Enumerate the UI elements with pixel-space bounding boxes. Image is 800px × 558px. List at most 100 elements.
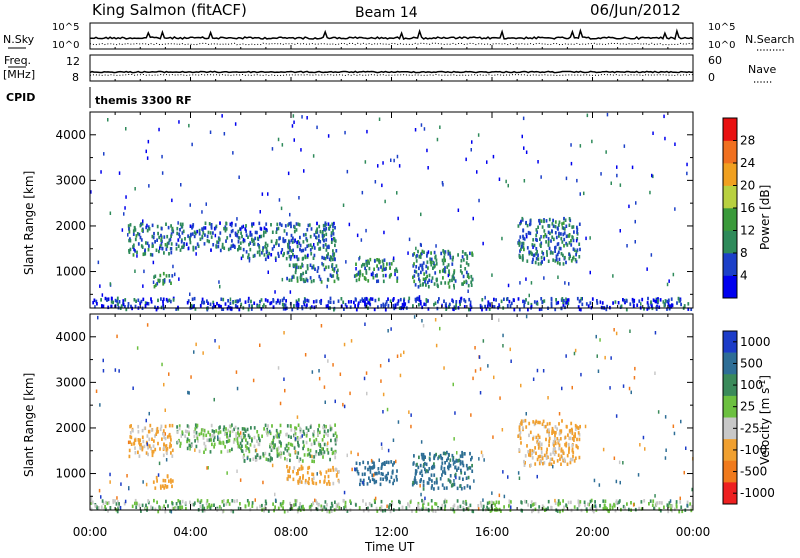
echo-cell bbox=[138, 438, 141, 442]
echo-cell bbox=[413, 279, 416, 284]
echo-cell bbox=[423, 272, 426, 276]
echo-cell bbox=[177, 440, 180, 444]
echo-cell bbox=[365, 228, 367, 233]
echo-cell bbox=[218, 280, 220, 284]
echo-cell bbox=[536, 230, 538, 234]
echo-cell bbox=[316, 269, 319, 273]
time-axis-ticks: 00:00 04:00 08:00 12:00 16:00 20:00 00:00 bbox=[73, 45, 710, 539]
echo-cell bbox=[239, 298, 241, 302]
echo-cell bbox=[207, 430, 210, 435]
echo-cell bbox=[130, 304, 132, 309]
echo-cell bbox=[562, 221, 565, 225]
echo-cell bbox=[391, 469, 394, 473]
echo-cell bbox=[281, 248, 284, 252]
echo-cell bbox=[172, 298, 175, 302]
echo-cell bbox=[227, 247, 230, 252]
echo-cell bbox=[373, 498, 376, 503]
echo-cell bbox=[294, 499, 297, 503]
echo-cell bbox=[367, 508, 370, 513]
echo-cell bbox=[174, 507, 177, 511]
echo-cell bbox=[187, 390, 189, 395]
echo-cell bbox=[427, 502, 430, 506]
echo-cell bbox=[258, 234, 261, 239]
colorbar-tick-label: 4 bbox=[740, 269, 748, 283]
echo-cell bbox=[427, 299, 429, 303]
echo-cell bbox=[419, 302, 422, 306]
echo-cell bbox=[547, 242, 550, 246]
echo-cell bbox=[343, 404, 346, 409]
echo-cell bbox=[447, 281, 450, 285]
echo-cell bbox=[449, 256, 452, 260]
echo-cell bbox=[307, 243, 310, 248]
echo-cell bbox=[331, 238, 333, 242]
echo-cell bbox=[576, 178, 578, 183]
echo-cell bbox=[463, 501, 466, 505]
echo-cell bbox=[547, 239, 550, 243]
echo-cell bbox=[313, 439, 315, 443]
echo-cell bbox=[381, 462, 384, 466]
echo-cell bbox=[401, 505, 404, 510]
echo-cell bbox=[498, 303, 500, 307]
echo-cell bbox=[398, 499, 400, 504]
echo-cell bbox=[316, 125, 318, 130]
echo-cell bbox=[194, 231, 197, 236]
echo-cell bbox=[434, 509, 437, 513]
echo-cell bbox=[234, 304, 237, 308]
echo-cell bbox=[528, 421, 531, 426]
echo-cell bbox=[306, 264, 309, 268]
echo-cell bbox=[433, 481, 436, 485]
echo-cell bbox=[133, 225, 136, 230]
echo-cell bbox=[461, 450, 463, 455]
echo-cell bbox=[482, 507, 484, 512]
echo-cell bbox=[462, 282, 464, 286]
echo-cell bbox=[146, 323, 149, 327]
echo-cell bbox=[105, 500, 107, 505]
echo-cell bbox=[603, 507, 606, 511]
echo-cell bbox=[221, 245, 224, 249]
echo-cell bbox=[460, 259, 463, 263]
echo-cell bbox=[327, 300, 330, 304]
echo-cell bbox=[453, 509, 456, 514]
echo-cell bbox=[380, 265, 382, 269]
echo-cell bbox=[604, 499, 607, 503]
echo-cell bbox=[558, 446, 561, 451]
echo-cell bbox=[177, 305, 179, 310]
echo-cell bbox=[388, 479, 391, 484]
echo-cell bbox=[329, 427, 332, 432]
echo-cell bbox=[309, 263, 312, 267]
echo-cell bbox=[132, 243, 135, 247]
echo-cell bbox=[130, 442, 133, 446]
echo-cell bbox=[579, 192, 581, 196]
echo-cell bbox=[334, 399, 336, 404]
echo-cell bbox=[379, 506, 381, 511]
echo-cell bbox=[294, 270, 297, 275]
echo-cell bbox=[447, 252, 450, 256]
echo-cell bbox=[333, 257, 336, 261]
echo-cell bbox=[281, 302, 284, 307]
echo-cell bbox=[564, 218, 567, 222]
echo-cell bbox=[342, 498, 345, 503]
echo-cell bbox=[322, 263, 325, 267]
echo-cell bbox=[234, 425, 237, 430]
echo-cell bbox=[254, 236, 257, 241]
echo-cell bbox=[221, 242, 224, 247]
echo-cell bbox=[294, 502, 297, 507]
echo-cell bbox=[291, 124, 294, 128]
echo-cell bbox=[247, 253, 250, 257]
echo-cell bbox=[588, 502, 590, 507]
echo-cell bbox=[258, 436, 260, 441]
echo-cell bbox=[529, 430, 532, 435]
echo-cell bbox=[306, 278, 309, 283]
echo-cell bbox=[207, 301, 209, 305]
echo-cell bbox=[322, 223, 325, 228]
echo-cell bbox=[297, 265, 300, 270]
echo-cell bbox=[615, 331, 618, 336]
echo-cell bbox=[166, 484, 169, 489]
echo-cell bbox=[554, 434, 556, 438]
echo-cell bbox=[395, 459, 397, 464]
echo-cell bbox=[229, 307, 232, 311]
echo-cell bbox=[202, 226, 205, 230]
echo-cell bbox=[443, 451, 446, 455]
echo-cell bbox=[134, 187, 136, 191]
echo-cell bbox=[427, 481, 430, 485]
